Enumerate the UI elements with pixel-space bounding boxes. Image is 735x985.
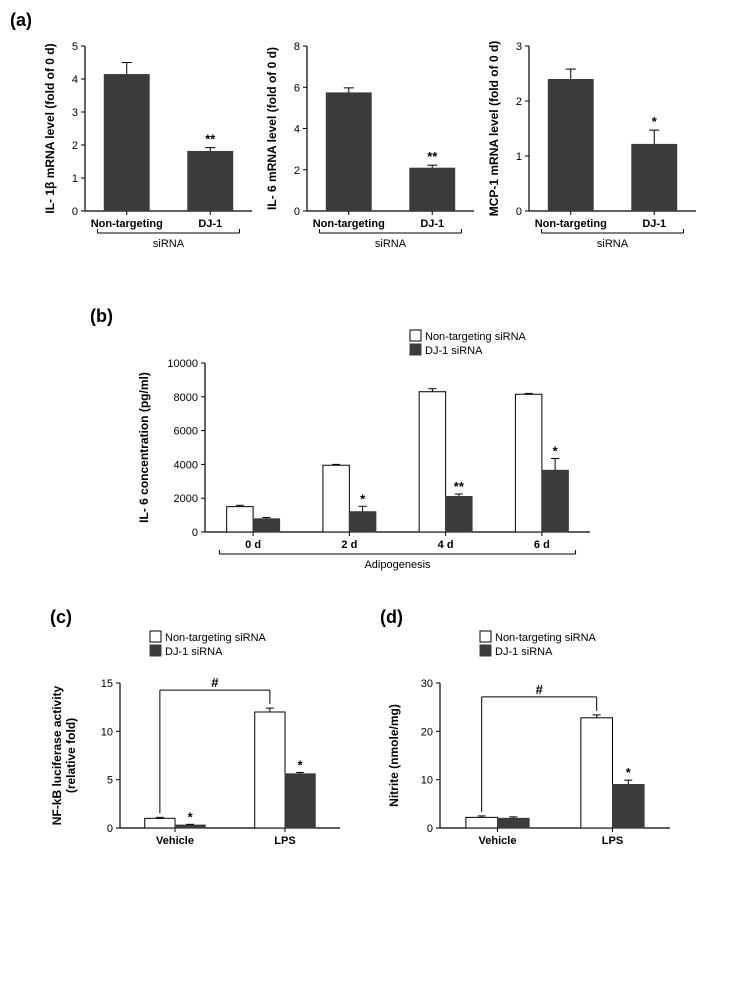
svg-text:10000: 10000 [167, 358, 198, 370]
svg-text:siRNA: siRNA [597, 238, 629, 250]
svg-text:#: # [536, 682, 544, 697]
panel-b-chart: 0 2000 4000 6000 8000 10000 IL- 6 concentratio… [130, 327, 725, 582]
svg-text:IL- 6 concentration (pg/ml): IL- 6 concentration (pg/ml) [137, 372, 151, 523]
svg-text:NF-kB luciferase activity: NF-kB luciferase activity [50, 685, 64, 825]
svg-text:30: 30 [421, 678, 433, 690]
svg-text:Adipogenesis: Adipogenesis [364, 559, 431, 571]
svg-text:1: 1 [72, 173, 78, 185]
svg-text:(relative fold): (relative fold) [64, 718, 78, 793]
svg-text:0 d: 0 d [245, 539, 261, 551]
svg-text:**: ** [454, 479, 465, 494]
svg-text:0: 0 [72, 206, 78, 218]
svg-text:4: 4 [72, 74, 78, 86]
panel-a-charts: 0 1 2 3 4 5 IL- 1β mRNA level (fold of 0 d) Non… [40, 31, 725, 286]
svg-text:8000: 8000 [174, 392, 198, 404]
panel-cd-row: (c) 0 5 10 15 NF-kB luciferase activity(rela… [10, 607, 725, 863]
svg-text:*: * [553, 443, 559, 458]
svg-text:0: 0 [516, 206, 522, 218]
svg-text:Non-targeting: Non-targeting [535, 218, 607, 230]
svg-text:LPS: LPS [274, 835, 295, 847]
svg-text:2000: 2000 [174, 493, 198, 505]
svg-text:MCP-1 mRNA level (fold of 0 d): MCP-1 mRNA level (fold of 0 d) [487, 41, 501, 217]
svg-text:DJ-1 siRNA: DJ-1 siRNA [165, 646, 223, 658]
svg-text:LPS: LPS [602, 835, 623, 847]
svg-text:**: ** [205, 132, 216, 147]
svg-text:10: 10 [421, 775, 433, 787]
svg-text:Non-targeting: Non-targeting [91, 218, 163, 230]
svg-text:DJ-1: DJ-1 [198, 218, 222, 230]
svg-text:2: 2 [516, 96, 522, 108]
svg-text:8: 8 [294, 41, 300, 53]
svg-text:#: # [211, 675, 219, 690]
svg-text:0: 0 [294, 206, 300, 218]
svg-text:3: 3 [72, 107, 78, 119]
svg-text:1: 1 [516, 151, 522, 163]
svg-text:*: * [652, 114, 658, 129]
svg-text:siRNA: siRNA [153, 238, 185, 250]
svg-text:DJ-1 siRNA: DJ-1 siRNA [495, 646, 553, 658]
svg-text:2 d: 2 d [341, 539, 357, 551]
svg-text:0: 0 [107, 823, 113, 835]
svg-text:DJ-1: DJ-1 [420, 218, 444, 230]
svg-text:2: 2 [72, 140, 78, 152]
panel-d: (d) 0 10 20 30 Nitrite (nmole/mg) Non-targeti… [380, 607, 680, 863]
svg-text:IL- 6 mRNA level (fold of 0 d): IL- 6 mRNA level (fold of 0 d) [265, 47, 279, 210]
svg-text:Nitrite (nmole/mg): Nitrite (nmole/mg) [387, 704, 401, 807]
svg-text:*: * [360, 491, 366, 506]
svg-text:4 d: 4 d [438, 539, 454, 551]
svg-text:2: 2 [294, 165, 300, 177]
svg-text:Non-targeting: Non-targeting [313, 218, 385, 230]
svg-text:20: 20 [421, 726, 433, 738]
panel-c: (c) 0 5 10 15 NF-kB luciferase activity(rela… [50, 607, 350, 863]
svg-text:4000: 4000 [174, 459, 198, 471]
svg-text:0: 0 [192, 527, 198, 539]
svg-text:**: ** [427, 149, 438, 164]
svg-text:DJ-1: DJ-1 [642, 218, 666, 230]
panel-a-label: (a) [10, 10, 725, 31]
panel-a-chart: 0 2 4 6 8 IL- 6 mRNA level (fold of 0 d) Non-t… [262, 31, 484, 286]
svg-text:5: 5 [107, 775, 113, 787]
svg-text:4: 4 [294, 124, 300, 136]
svg-text:*: * [298, 757, 304, 772]
svg-text:IL- 1β mRNA level (fold of 0: IL- 1β mRNA level (fold of 0 d) [43, 43, 57, 213]
svg-text:DJ-1 siRNA: DJ-1 siRNA [425, 345, 483, 357]
panel-a-chart: 0 1 2 3 MCP-1 mRNA level (fold of 0 d) Non-ta… [484, 31, 706, 286]
svg-text:*: * [188, 809, 194, 824]
svg-text:0: 0 [427, 823, 433, 835]
svg-text:Non-targeting siRNA: Non-targeting siRNA [165, 632, 267, 644]
svg-text:15: 15 [101, 678, 113, 690]
svg-text:5: 5 [72, 41, 78, 53]
panel-a: (a) 0 1 2 3 4 5 IL- 1β mRNA level (fold of 0 d… [10, 10, 725, 286]
panel-d-chart: 0 10 20 30 Nitrite (nmole/mg) Non-targeting s… [380, 628, 680, 863]
panel-b: (b) 0 2000 4000 6000 8000 10000 IL- 6 concentr… [10, 306, 725, 582]
svg-text:Vehicle: Vehicle [156, 835, 194, 847]
svg-text:10: 10 [101, 726, 113, 738]
svg-text:*: * [626, 765, 632, 780]
panel-a-chart: 0 1 2 3 4 5 IL- 1β mRNA level (fold of 0 d) Non… [40, 31, 262, 286]
panel-c-label: (c) [50, 607, 350, 628]
svg-text:6 d: 6 d [534, 539, 550, 551]
svg-text:siRNA: siRNA [375, 238, 407, 250]
svg-text:Non-targeting siRNA: Non-targeting siRNA [495, 632, 597, 644]
svg-text:3: 3 [516, 41, 522, 53]
svg-text:6: 6 [294, 82, 300, 94]
panel-c-chart: 0 5 10 15 NF-kB luciferase activity(relative… [50, 628, 350, 863]
panel-b-label: (b) [90, 306, 725, 327]
svg-text:6000: 6000 [174, 426, 198, 438]
svg-text:Vehicle: Vehicle [479, 835, 517, 847]
svg-text:Non-targeting siRNA: Non-targeting siRNA [425, 331, 527, 343]
panel-d-label: (d) [380, 607, 680, 628]
